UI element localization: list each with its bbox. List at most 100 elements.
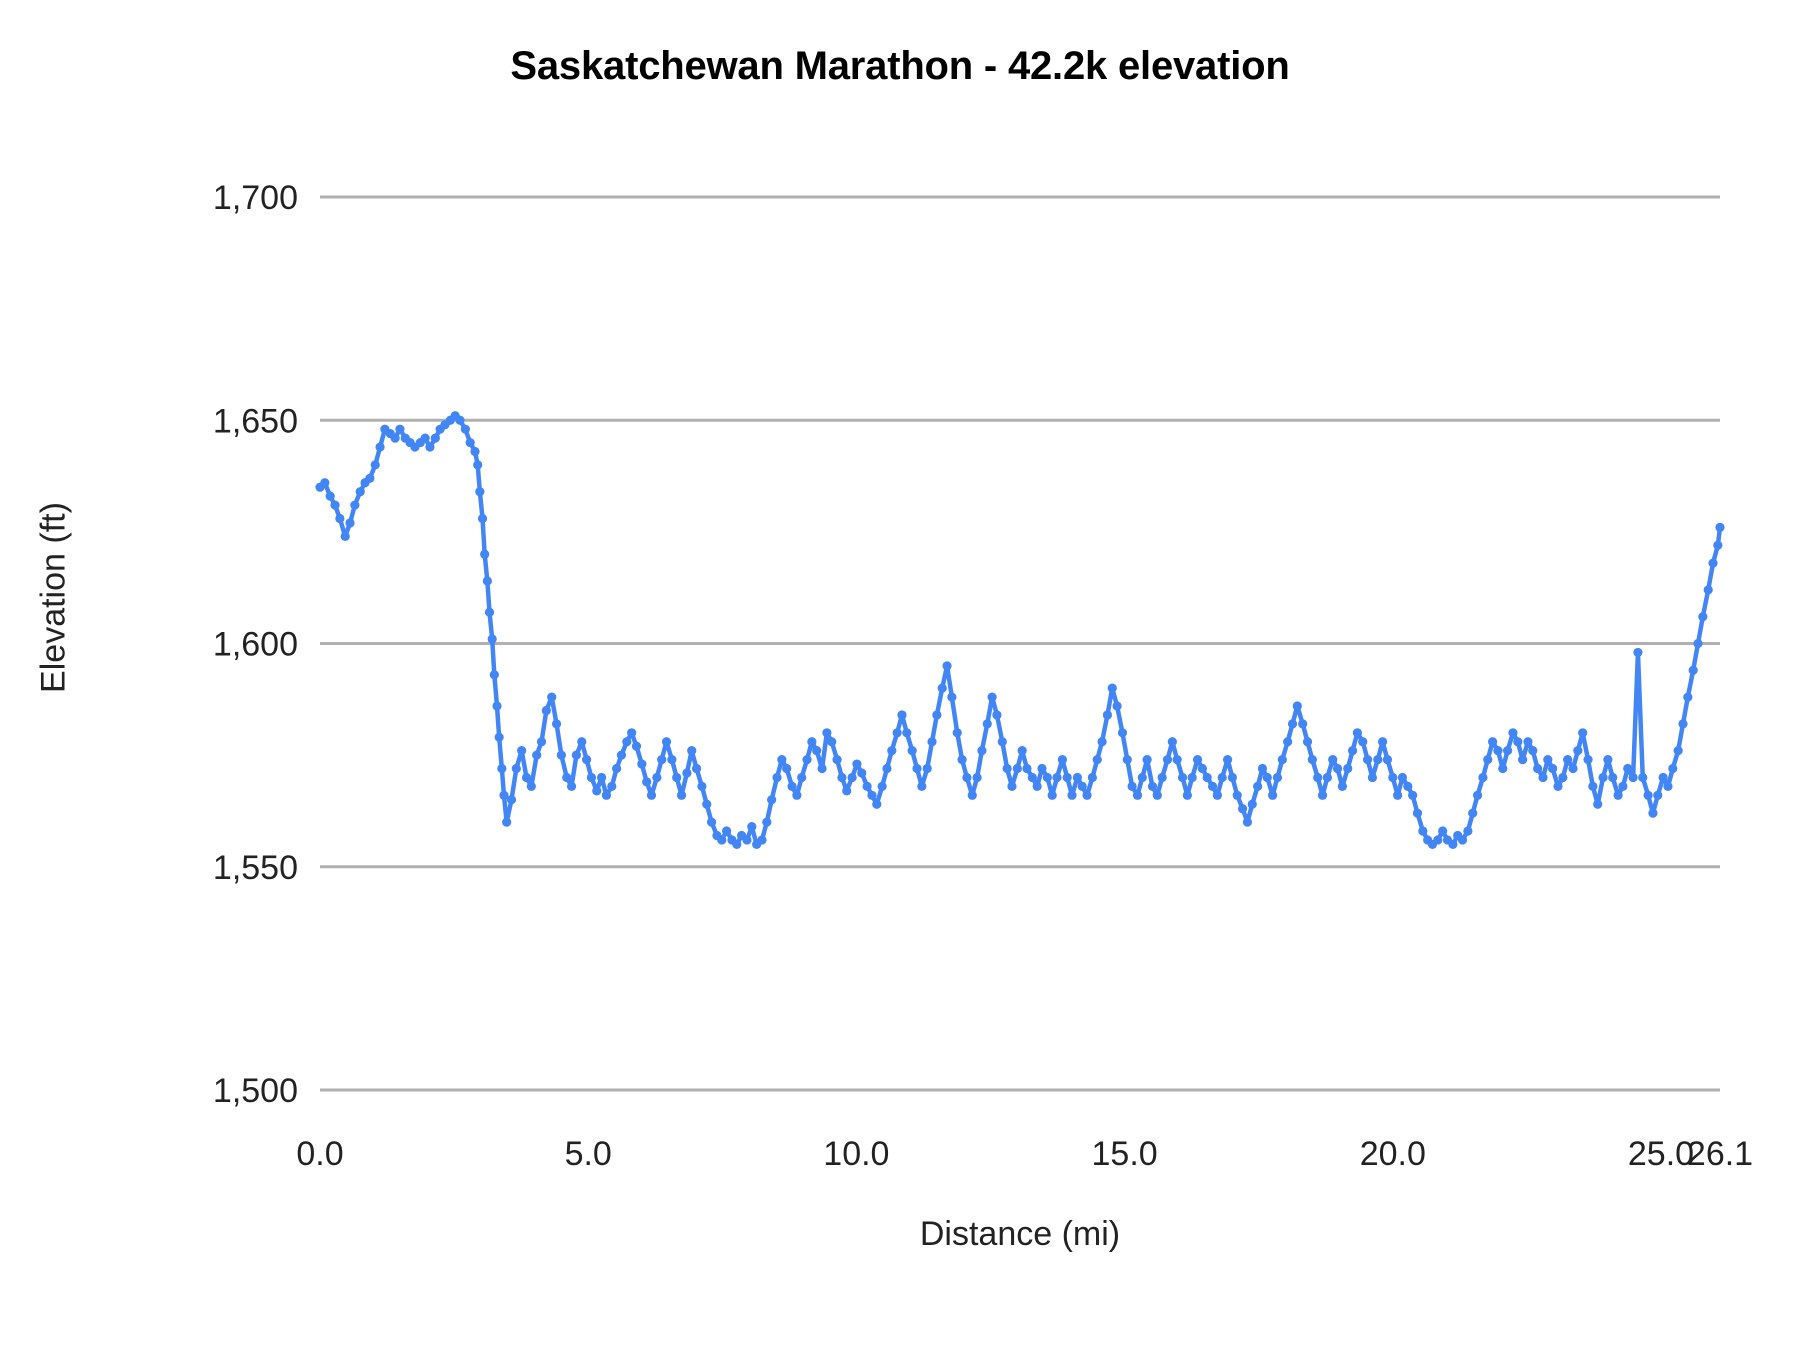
data-point-marker[interactable] xyxy=(1668,763,1678,774)
data-point-marker[interactable] xyxy=(807,737,817,747)
data-point-marker[interactable] xyxy=(1463,826,1473,836)
data-point-marker[interactable] xyxy=(1197,763,1207,774)
data-point-marker[interactable] xyxy=(1478,772,1488,783)
data-point-marker[interactable] xyxy=(1042,772,1052,783)
data-point-marker[interactable] xyxy=(330,500,340,510)
data-point-marker[interactable] xyxy=(837,772,847,783)
data-point-marker[interactable] xyxy=(1302,737,1313,747)
data-point-marker[interactable] xyxy=(1307,754,1317,765)
data-point-marker[interactable] xyxy=(1067,790,1077,800)
data-point-marker[interactable] xyxy=(717,835,727,845)
data-point-marker[interactable] xyxy=(365,473,375,483)
data-point-marker[interactable] xyxy=(957,754,967,765)
data-point-marker[interactable] xyxy=(1157,772,1167,783)
data-point-marker[interactable] xyxy=(1087,772,1098,783)
data-point-marker[interactable] xyxy=(1543,754,1553,765)
data-point-marker[interactable] xyxy=(1433,835,1443,845)
data-point-marker[interactable] xyxy=(1027,772,1037,783)
data-point-marker[interactable] xyxy=(987,692,997,702)
data-point-marker[interactable] xyxy=(1202,772,1212,783)
data-point-marker[interactable] xyxy=(566,781,577,791)
data-point-marker[interactable] xyxy=(1698,612,1708,622)
data-point-marker[interactable] xyxy=(1283,737,1293,747)
data-point-marker[interactable] xyxy=(532,750,542,760)
data-point-marker[interactable] xyxy=(556,750,566,760)
data-point-marker[interactable] xyxy=(581,754,592,765)
data-point-marker[interactable] xyxy=(1418,826,1428,836)
data-point-marker[interactable] xyxy=(1568,763,1578,774)
data-point-marker[interactable] xyxy=(1212,790,1222,800)
data-point-marker[interactable] xyxy=(982,719,992,729)
data-point-marker[interactable] xyxy=(1708,558,1718,568)
data-point-marker[interactable] xyxy=(1583,754,1593,765)
data-point-marker[interactable] xyxy=(1358,737,1368,747)
data-point-marker[interactable] xyxy=(867,790,877,800)
data-point-marker[interactable] xyxy=(1097,737,1107,747)
data-point-marker[interactable] xyxy=(1448,839,1458,850)
data-point-marker[interactable] xyxy=(1077,781,1087,791)
data-point-marker[interactable] xyxy=(1397,772,1408,783)
data-point-marker[interactable] xyxy=(852,759,862,769)
data-point-marker[interactable] xyxy=(577,737,587,747)
data-point-marker[interactable] xyxy=(757,835,767,845)
data-point-marker[interactable] xyxy=(792,790,802,800)
data-point-marker[interactable] xyxy=(637,759,647,769)
data-point-marker[interactable] xyxy=(1658,772,1668,783)
data-point-marker[interactable] xyxy=(460,424,470,434)
data-point-marker[interactable] xyxy=(1268,790,1278,800)
data-point-marker[interactable] xyxy=(1593,799,1603,809)
data-point-marker[interactable] xyxy=(506,795,517,805)
data-point-marker[interactable] xyxy=(687,746,697,756)
data-point-marker[interactable] xyxy=(1142,754,1152,765)
data-point-marker[interactable] xyxy=(473,460,483,470)
data-point-marker[interactable] xyxy=(517,746,527,756)
data-point-marker[interactable] xyxy=(1468,808,1478,818)
data-point-marker[interactable] xyxy=(390,433,400,443)
data-point-marker[interactable] xyxy=(907,746,917,756)
data-point-marker[interactable] xyxy=(721,826,732,836)
data-point-marker[interactable] xyxy=(465,437,475,448)
data-point-marker[interactable] xyxy=(1032,781,1042,791)
data-point-marker[interactable] xyxy=(1242,817,1253,827)
data-point-marker[interactable] xyxy=(430,433,440,443)
data-point-marker[interactable] xyxy=(1287,719,1298,729)
data-point-marker[interactable] xyxy=(1403,781,1413,791)
data-point-marker[interactable] xyxy=(597,772,607,783)
data-point-marker[interactable] xyxy=(847,772,857,783)
data-point-marker[interactable] xyxy=(1207,781,1218,791)
data-point-marker[interactable] xyxy=(1347,746,1358,756)
data-point-marker[interactable] xyxy=(1022,763,1032,774)
data-point-marker[interactable] xyxy=(1152,790,1162,800)
data-point-marker[interactable] xyxy=(772,772,782,783)
data-point-marker[interactable] xyxy=(470,446,480,457)
data-point-marker[interactable] xyxy=(1232,790,1242,800)
data-point-marker[interactable] xyxy=(972,772,982,783)
data-point-marker[interactable] xyxy=(1017,746,1027,756)
data-point-marker[interactable] xyxy=(1638,772,1648,783)
data-point-marker[interactable] xyxy=(732,839,742,850)
data-point-marker[interactable] xyxy=(702,799,712,809)
data-point-marker[interactable] xyxy=(897,710,907,720)
data-point-marker[interactable] xyxy=(1483,754,1493,765)
data-point-marker[interactable] xyxy=(922,763,932,774)
data-point-marker[interactable] xyxy=(325,491,335,501)
data-point-marker[interactable] xyxy=(1487,737,1498,747)
data-point-marker[interactable] xyxy=(1007,781,1017,791)
data-point-marker[interactable] xyxy=(1262,772,1272,783)
data-point-marker[interactable] xyxy=(489,670,499,680)
data-point-marker[interactable] xyxy=(691,763,702,774)
data-point-marker[interactable] xyxy=(340,531,350,541)
data-point-marker[interactable] xyxy=(1112,701,1122,711)
data-point-marker[interactable] xyxy=(1412,808,1423,818)
data-point-marker[interactable] xyxy=(947,692,957,702)
data-point-marker[interactable] xyxy=(1548,763,1558,774)
data-point-marker[interactable] xyxy=(672,772,682,783)
data-point-marker[interactable] xyxy=(667,754,677,765)
data-point-marker[interactable] xyxy=(1317,790,1328,800)
data-point-marker[interactable] xyxy=(1472,790,1483,800)
data-point-marker[interactable] xyxy=(1493,746,1503,756)
data-point-marker[interactable] xyxy=(747,821,757,832)
data-point-marker[interactable] xyxy=(1367,772,1378,783)
data-point-marker[interactable] xyxy=(494,732,504,742)
data-point-marker[interactable] xyxy=(676,790,687,800)
